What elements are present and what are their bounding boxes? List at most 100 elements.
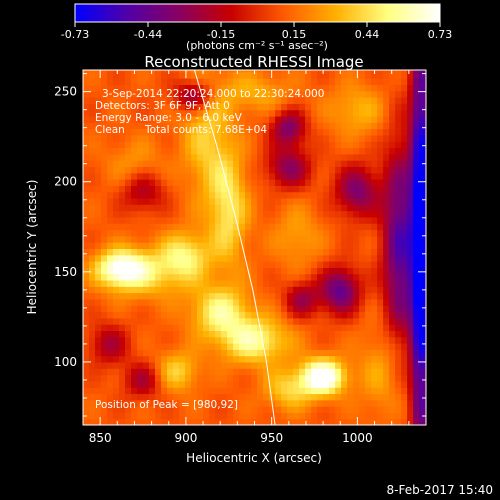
heatmap-cell xyxy=(329,229,336,237)
heatmap-cell xyxy=(131,273,138,281)
heatmap-cell xyxy=(407,216,414,224)
heatmap-cell xyxy=(143,418,150,425)
heatmap-cell xyxy=(119,109,126,117)
heatmap-cell xyxy=(401,355,408,363)
heatmap-cell xyxy=(263,90,270,98)
heatmap-cell xyxy=(401,406,408,413)
heatmap-cell xyxy=(155,235,162,243)
heatmap-cell xyxy=(245,141,252,149)
heatmap-cell xyxy=(227,330,234,338)
heatmap-cell xyxy=(239,70,246,73)
heatmap-cell xyxy=(233,399,240,407)
heatmap-cell xyxy=(413,109,420,117)
heatmap-cell xyxy=(179,279,186,287)
heatmap-cell xyxy=(239,185,246,193)
heatmap-cell xyxy=(329,380,336,388)
heatmap-cell xyxy=(101,317,108,325)
heatmap-cell xyxy=(185,286,192,294)
heatmap-cell xyxy=(107,235,114,243)
heatmap-cell xyxy=(161,160,168,168)
heatmap-cell xyxy=(299,387,306,395)
heatmap-cell xyxy=(407,374,414,382)
heatmap-cell xyxy=(191,216,198,224)
detectors-annotation: Detectors: 3F 6F 9F, Att 0 xyxy=(95,100,230,112)
heatmap-cell xyxy=(287,147,294,155)
heatmap-cell xyxy=(413,267,420,275)
heatmap-cell xyxy=(287,261,294,268)
heatmap-cell xyxy=(203,242,210,249)
heatmap-cell xyxy=(185,122,192,130)
heatmap-cell xyxy=(329,311,336,319)
heatmap-cell xyxy=(407,115,414,123)
heatmap-cell xyxy=(407,412,414,420)
heatmap-cell xyxy=(107,229,114,237)
heatmap-cell xyxy=(95,229,102,237)
heatmap-cell xyxy=(269,134,276,142)
heatmap-cell xyxy=(107,191,114,199)
heatmap-cell xyxy=(155,267,162,275)
heatmap-cell xyxy=(233,267,240,275)
heatmap-cell xyxy=(359,267,366,275)
heatmap-cell xyxy=(149,90,156,98)
heatmap-cell xyxy=(401,122,408,130)
heatmap-cell xyxy=(95,361,102,369)
heatmap-cell xyxy=(263,179,270,186)
heatmap-cell xyxy=(149,191,156,199)
heatmap-cell xyxy=(335,292,342,300)
heatmap-cell xyxy=(215,97,222,104)
heatmap-cell xyxy=(335,229,342,237)
heatmap-cell xyxy=(203,361,210,369)
heatmap-cell xyxy=(317,279,324,287)
heatmap-cell xyxy=(245,254,252,262)
heatmap-cell xyxy=(395,122,402,130)
heatmap-cell xyxy=(131,84,138,92)
heatmap-cell xyxy=(191,343,198,350)
heatmap-cell xyxy=(173,128,180,136)
heatmap-cell xyxy=(119,84,126,92)
heatmap-cell xyxy=(119,387,126,395)
heatmap-cell xyxy=(179,311,186,319)
heatmap-cell xyxy=(197,78,204,86)
heatmap-cell xyxy=(173,109,180,117)
heatmap-cell xyxy=(155,179,162,186)
heatmap-cell xyxy=(383,103,390,111)
heatmap-cell xyxy=(239,380,246,388)
heatmap-cell xyxy=(161,305,168,313)
heatmap-cell xyxy=(335,355,342,363)
heatmap-cell xyxy=(185,172,192,180)
heatmap-cell xyxy=(335,166,342,174)
heatmap-cell xyxy=(89,166,96,174)
heatmap-cell xyxy=(317,97,324,104)
heatmap-cell xyxy=(245,172,252,180)
heatmap-cell xyxy=(407,261,414,268)
heatmap-cell xyxy=(119,349,126,357)
heatmap-cell xyxy=(95,343,102,350)
heatmap-cell xyxy=(101,179,108,186)
heatmap-cell xyxy=(89,418,96,425)
heatmap-cell xyxy=(149,204,156,212)
heatmap-cell xyxy=(113,191,120,199)
heatmap-cell xyxy=(239,361,246,369)
heatmap-cell xyxy=(263,343,270,350)
x-axis-label: Heliocentric X (arcsec) xyxy=(186,451,322,465)
heatmap-cell xyxy=(209,210,216,218)
method-annotation: Clean xyxy=(95,124,125,136)
heatmap-cell xyxy=(191,311,198,319)
heatmap-cell xyxy=(137,254,144,262)
heatmap-cell xyxy=(209,204,216,212)
heatmap-cell xyxy=(83,229,90,237)
heatmap-cell xyxy=(419,179,426,186)
heatmap-cell xyxy=(185,355,192,363)
heatmap-cell xyxy=(287,380,294,388)
heatmap-cell xyxy=(281,393,288,401)
heatmap-cell xyxy=(323,128,330,136)
heatmap-cell xyxy=(281,210,288,218)
heatmap-cell xyxy=(329,191,336,199)
heatmap-cell xyxy=(371,361,378,369)
heatmap-cell xyxy=(257,103,264,111)
heatmap-cell xyxy=(347,343,354,350)
heatmap-cell xyxy=(293,78,300,86)
heatmap-cell xyxy=(107,97,114,104)
heatmap-cell xyxy=(239,286,246,294)
heatmap-cell xyxy=(131,286,138,294)
